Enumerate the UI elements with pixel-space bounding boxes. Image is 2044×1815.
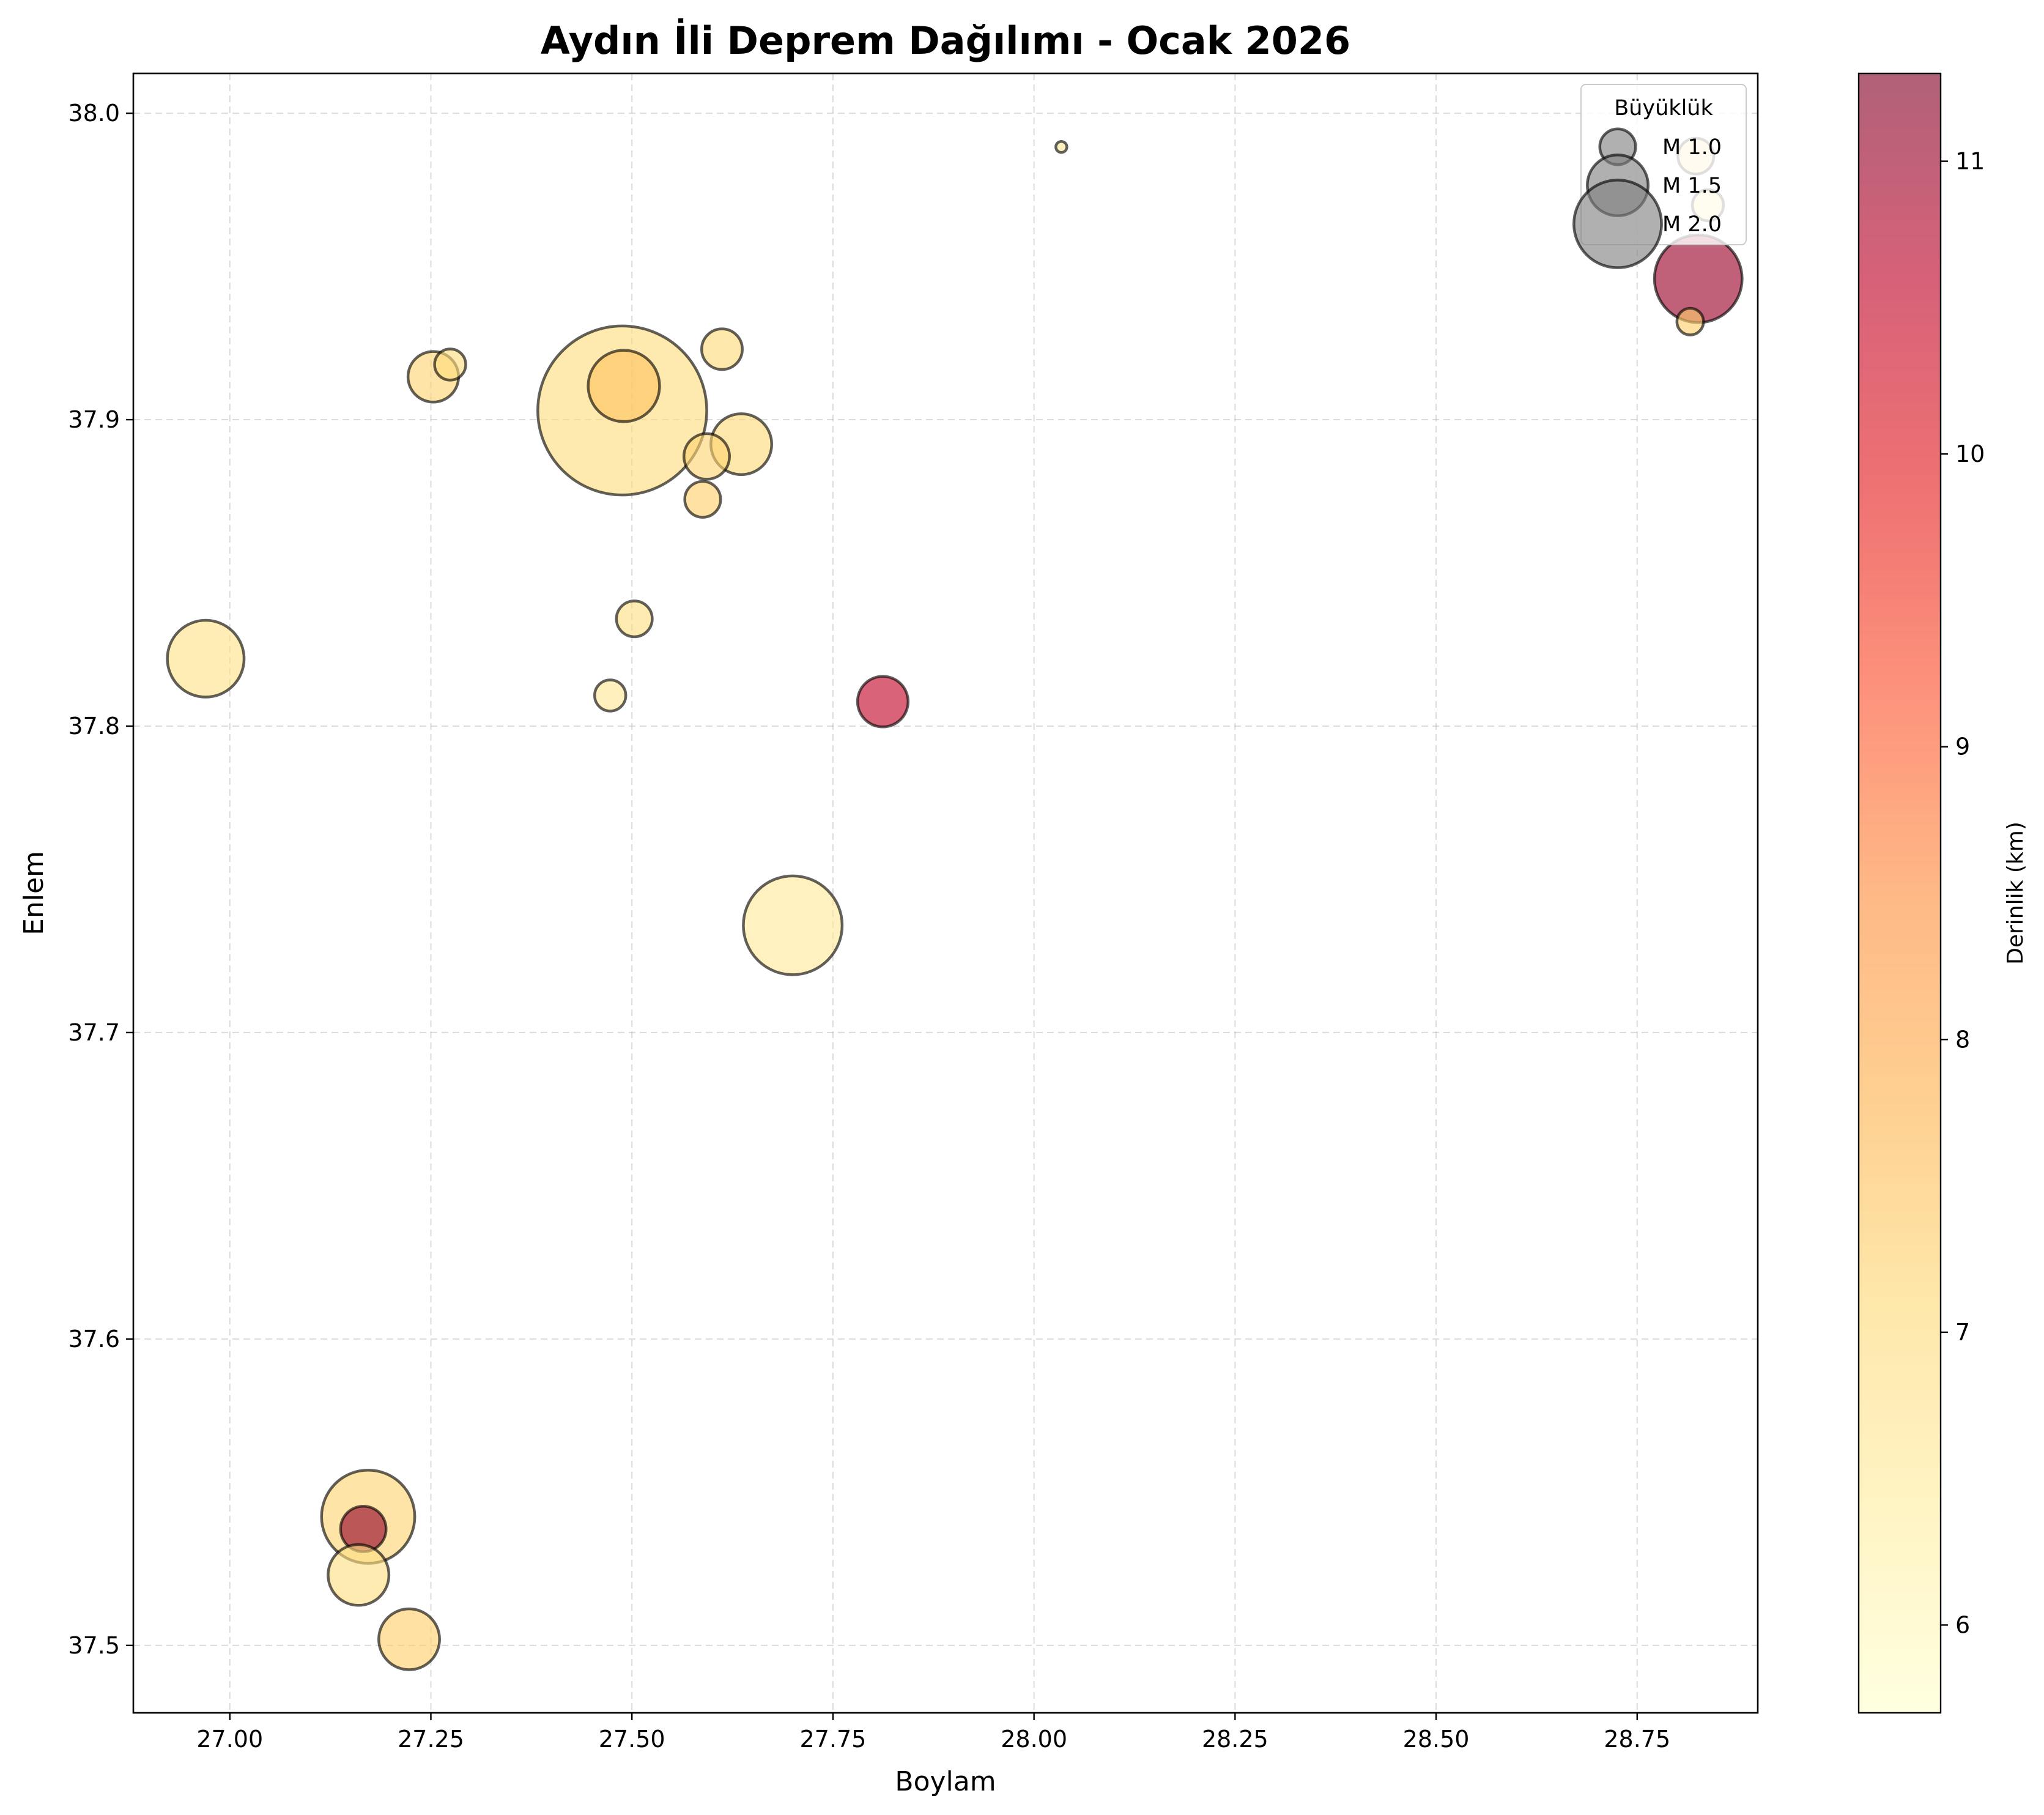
earthquake-point [433,347,467,382]
chart-title: Aydın İli Deprem Dağılımı - Ocak 2026 [541,18,1350,63]
earthquake-point [593,678,628,713]
x-tick-label: 27.00 [196,1726,263,1753]
colorbar-tick-label: 6 [1955,1611,1970,1638]
x-tick-label: 28.00 [1001,1726,1067,1753]
plot-frame [132,72,1759,1714]
earthquake-point [1054,139,1068,154]
grid-lines [133,73,1758,1713]
x-tick-label: 27.75 [800,1726,867,1753]
y-tick-label: 37.9 [68,406,120,433]
y-axis: 37.5 37.6 37.7 37.8 37.9 38.0 [68,100,133,1659]
legend-label: M 2.0 [1662,212,1722,237]
legend-marker [1572,179,1663,269]
earthquake-point [856,675,910,729]
legend-label: M 1.0 [1662,135,1722,160]
y-tick-label: 37.8 [68,713,120,740]
legend-title: Büyüklük [1614,96,1713,121]
data-points [166,136,1744,1671]
earthquake-point [166,618,246,699]
earthquake-point [742,874,844,976]
earthquake-point [683,480,722,519]
y-axis-label: Enlem [18,851,50,935]
legend: Büyüklük M 1.0 M 1.5 M 2.0 [1572,84,1747,269]
earthquake-point [1675,306,1705,336]
colorbar-label: Derinlik (km) [2003,822,2028,965]
colorbar-tick-label: 7 [1955,1319,1970,1346]
earthquake-point [683,432,731,481]
earthquake-point [700,327,744,371]
x-tick-label: 28.75 [1604,1726,1670,1753]
x-axis: 27.00 27.25 27.50 27.75 28.00 28.25 28.50 28.75 [196,1713,1670,1753]
y-tick-label: 37.6 [68,1326,120,1353]
y-tick-label: 37.5 [68,1632,120,1659]
x-tick-label: 27.50 [599,1726,665,1753]
colorbar-gradient [1857,72,1942,1714]
earthquake-point [377,1607,441,1671]
x-tick-label: 27.25 [398,1726,464,1753]
colorbar-tick-label: 10 [1955,440,1985,467]
x-tick-label: 28.50 [1403,1726,1470,1753]
colorbar: 6 7 8 9 10 11 Derinlik (km) [1857,72,2028,1714]
earthquake-point [327,1543,391,1607]
colorbar-tick-label: 9 [1955,733,1970,760]
colorbar-tick-label: 8 [1955,1026,1970,1053]
earthquake-point [587,349,661,423]
earthquake-point [615,599,654,639]
x-axis-label: Boylam [895,1766,996,1797]
y-tick-label: 38.0 [68,100,120,127]
colorbar-tick-label: 11 [1955,148,1985,175]
y-tick-label: 37.7 [68,1019,120,1046]
legend-label: M 1.5 [1662,174,1722,198]
x-tick-label: 28.25 [1202,1726,1268,1753]
